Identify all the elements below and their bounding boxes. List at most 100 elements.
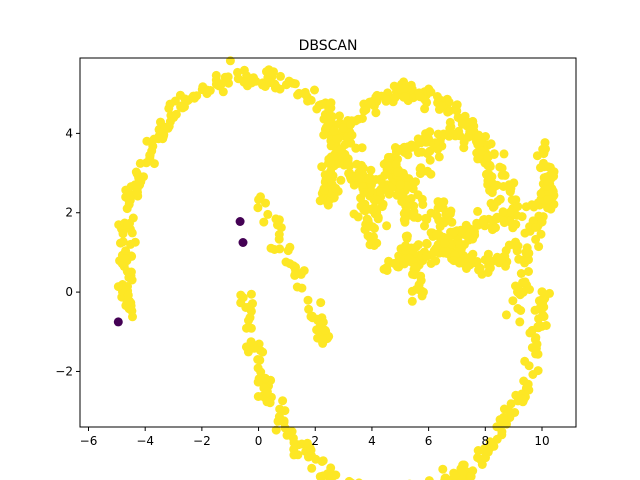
- cluster-point: [372, 238, 382, 248]
- cluster-point: [320, 325, 330, 335]
- y-tick-label: −2: [55, 364, 73, 378]
- cluster-point: [508, 296, 518, 306]
- cluster-point: [326, 98, 336, 108]
- cluster-point: [415, 92, 425, 102]
- cluster-point: [537, 217, 547, 227]
- cluster-point: [359, 205, 369, 215]
- cluster-point: [336, 175, 346, 185]
- cluster-point: [459, 137, 469, 147]
- cluster-point: [113, 282, 123, 292]
- cluster-point: [477, 146, 487, 156]
- cluster-point: [543, 176, 553, 186]
- chart-title: DBSCAN: [299, 38, 358, 54]
- cluster-point: [284, 76, 294, 86]
- cluster-point: [517, 394, 527, 404]
- cluster-point: [517, 212, 527, 222]
- cluster-point: [475, 263, 485, 273]
- cluster-point: [439, 216, 449, 226]
- cluster-point: [128, 312, 137, 322]
- cluster-point: [327, 471, 337, 480]
- cluster-point: [289, 261, 298, 271]
- x-axis: −6 −4 −2 0 2 4 6 8 10: [80, 427, 550, 448]
- cluster-point: [444, 131, 454, 141]
- cluster-point: [351, 172, 361, 182]
- cluster-point: [485, 160, 495, 170]
- cluster-point: [192, 91, 202, 101]
- cluster-point: [499, 149, 509, 159]
- cluster-point: [255, 355, 265, 365]
- cluster-point: [318, 456, 328, 466]
- cluster-point: [335, 111, 344, 121]
- cluster-point: [317, 335, 327, 345]
- cluster-point: [426, 169, 436, 179]
- cluster-point: [399, 215, 409, 225]
- cluster-point: [303, 96, 313, 106]
- cluster-point: [211, 70, 221, 80]
- cluster-point: [359, 106, 369, 116]
- cluster-point: [265, 78, 275, 88]
- cluster-point: [421, 213, 431, 223]
- cluster-point: [262, 387, 272, 397]
- cluster-point: [527, 200, 537, 210]
- cluster-point: [395, 180, 405, 190]
- cluster-point: [406, 140, 416, 150]
- cluster-point: [399, 77, 409, 87]
- cluster-point: [302, 438, 312, 448]
- cluster-point: [278, 396, 288, 406]
- cluster-point: [271, 425, 281, 435]
- y-tick-label: 2: [65, 206, 73, 220]
- y-tick-label: 0: [65, 285, 73, 299]
- cluster-point: [457, 474, 467, 480]
- cluster-point: [478, 218, 488, 227]
- cluster-point: [473, 206, 483, 216]
- cluster-point: [413, 190, 423, 200]
- cluster-point: [271, 214, 281, 224]
- cluster-point: [346, 119, 356, 129]
- cluster-point: [380, 170, 390, 180]
- cluster-point: [432, 92, 442, 101]
- cluster-point: [416, 276, 426, 285]
- cluster-point: [495, 194, 505, 204]
- cluster-point: [449, 227, 459, 237]
- cluster-point: [383, 161, 393, 171]
- cluster-point: [358, 163, 368, 173]
- cluster-point: [123, 290, 133, 300]
- cluster-point: [326, 175, 335, 184]
- cluster-point: [319, 130, 329, 140]
- cluster-point: [411, 262, 421, 272]
- cluster-point: [537, 297, 547, 307]
- cluster-point: [432, 211, 442, 221]
- cluster-point: [540, 138, 550, 148]
- cluster-point: [178, 103, 188, 113]
- cluster-point: [513, 287, 522, 297]
- cluster-point: [246, 337, 256, 347]
- cluster-point: [371, 108, 381, 118]
- cluster-point: [415, 164, 425, 174]
- cluster-point: [323, 200, 333, 210]
- cluster-point: [496, 254, 506, 264]
- cluster-point: [390, 92, 400, 102]
- cluster-point: [378, 199, 388, 209]
- cluster-point: [525, 285, 534, 294]
- cluster-point: [399, 142, 409, 152]
- cluster-point: [364, 174, 374, 184]
- cluster-point: [407, 296, 417, 306]
- cluster-point: [455, 239, 465, 249]
- x-tick-label: −2: [193, 434, 211, 448]
- cluster-point: [304, 304, 314, 314]
- cluster-point: [426, 87, 436, 97]
- cluster-point: [439, 197, 449, 207]
- cluster-point: [520, 356, 530, 366]
- cluster-point: [412, 284, 422, 294]
- cluster-point: [401, 241, 410, 251]
- cluster-point: [489, 150, 499, 159]
- cluster-point: [253, 377, 263, 387]
- cluster-point: [391, 159, 401, 169]
- cluster-point: [347, 130, 357, 140]
- cluster-point: [545, 288, 554, 298]
- cluster-point: [198, 85, 208, 95]
- cluster-point: [366, 233, 375, 243]
- cluster-point: [468, 116, 478, 126]
- cluster-point: [460, 111, 470, 121]
- plot-frame: [79, 57, 577, 428]
